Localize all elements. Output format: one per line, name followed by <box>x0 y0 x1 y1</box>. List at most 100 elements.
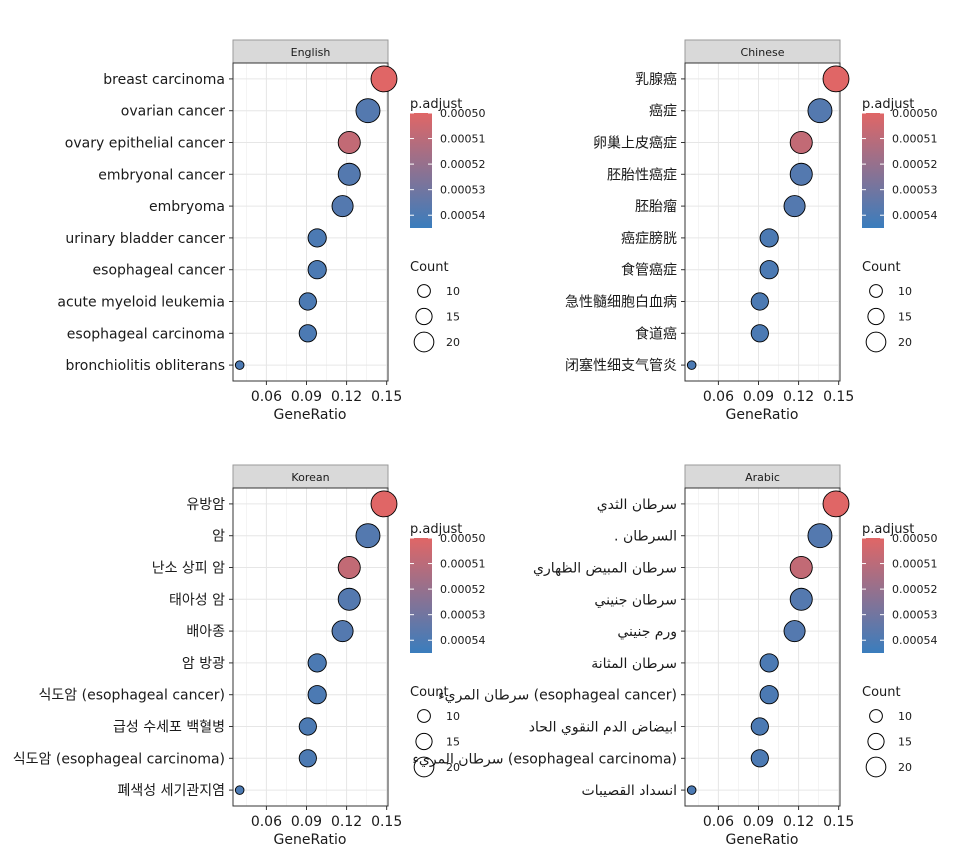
y-tick-label: 급성 수세포 백혈병 <box>113 720 225 736</box>
data-point <box>789 556 813 579</box>
y-tick-label: 태아성 암 <box>169 592 225 608</box>
panel-border <box>232 62 389 382</box>
y-tick-label: 食道癌 <box>635 325 677 342</box>
x-tick-label: 0.12 <box>331 814 362 830</box>
color-bar-tick-label: 0.00053 <box>892 184 938 197</box>
color-bar-tick-label: 0.00053 <box>440 184 486 197</box>
legend-size-title: Count <box>410 260 449 275</box>
y-tick-label: 胚胎瘤 <box>635 198 677 215</box>
size-legend-circle <box>867 732 885 751</box>
color-bar-tick-label: 0.00054 <box>440 209 486 222</box>
data-point <box>822 65 850 93</box>
y-tick-label: سرطان الثدي <box>597 497 677 513</box>
color-bar <box>410 113 432 228</box>
size-legend-circle <box>417 709 431 723</box>
data-point <box>686 785 697 795</box>
y-tick-label: urinary bladder cancer <box>65 231 225 247</box>
size-legend-circle <box>417 284 431 298</box>
facet-strip-label: Chinese <box>741 46 785 59</box>
x-axis-title: GeneRatio <box>274 407 347 423</box>
data-point <box>337 587 361 611</box>
color-bar-tick-label: 0.00052 <box>892 158 938 171</box>
data-point <box>234 785 245 795</box>
y-tick-label: 난소 상피 암 <box>152 561 225 577</box>
data-point <box>759 260 779 280</box>
data-point <box>331 620 354 643</box>
color-bar-tick-label: 0.00051 <box>892 133 938 146</box>
data-point <box>759 653 779 673</box>
size-legend-circle <box>867 307 885 326</box>
y-tick-label: 폐색성 세기관지염 <box>118 783 226 799</box>
size-legend-label: 10 <box>446 710 460 723</box>
facet-strip-label: English <box>291 46 331 59</box>
data-point <box>298 749 317 768</box>
y-tick-label: سرطان جنيني <box>594 592 677 608</box>
x-tick-label: 0.09 <box>743 814 774 830</box>
color-bar-tick-label: 0.00052 <box>440 158 486 171</box>
panel-chinese: Chinese 乳腺癌癌症卵巢上皮癌症胚胎性癌症胚胎瘤癌症膀胱食管癌症急性髓细胞白… <box>565 39 938 423</box>
data-point <box>370 65 398 93</box>
size-legend-circle <box>865 331 887 353</box>
data-point <box>759 685 779 705</box>
color-bar-tick-label: 0.00050 <box>892 107 938 120</box>
size-legend-label: 20 <box>898 336 912 349</box>
x-tick-label: 0.15 <box>371 814 402 830</box>
size-legend-label: 10 <box>898 710 912 723</box>
y-tick-label: 식도암 (esophageal carcinoma) <box>13 751 225 767</box>
data-point <box>355 98 381 124</box>
y-tick-label: 闭塞性细支气管炎 <box>565 357 677 374</box>
y-tick-label: 癌症膀胱 <box>621 230 677 247</box>
data-point <box>807 523 833 549</box>
legend-color-title: p.adjust <box>410 97 462 112</box>
color-bar <box>862 538 884 653</box>
data-point <box>686 360 697 370</box>
legend-color-title: p.adjust <box>862 522 914 537</box>
data-point <box>307 685 327 705</box>
y-tick-label: سرطان المبيض الظهاري <box>533 561 677 577</box>
y-tick-label: . السرطان <box>614 529 677 545</box>
size-legend-label: 10 <box>898 285 912 298</box>
y-tick-label: 배아종 <box>186 624 225 640</box>
data-point <box>750 717 769 736</box>
x-tick-label: 0.09 <box>291 389 322 405</box>
data-point <box>307 653 327 673</box>
color-bar-tick-label: 0.00050 <box>892 532 938 545</box>
color-bar-tick-label: 0.00053 <box>892 609 938 622</box>
data-point <box>307 260 327 280</box>
y-tick-label: 乳腺癌 <box>635 72 677 88</box>
x-tick-label: 0.15 <box>823 389 854 405</box>
legend-size-title: Count <box>862 260 901 275</box>
panel-border <box>684 487 841 807</box>
y-tick-label: سرطان المثانة <box>591 656 677 672</box>
y-tick-label: 食管癌症 <box>621 262 677 279</box>
color-bar-tick-label: 0.00050 <box>440 107 486 120</box>
panel-arabic: Arabic سرطان الثدي . السرطان سرطان المبيض ا… <box>412 464 938 848</box>
color-bar <box>862 113 884 228</box>
size-legend-label: 10 <box>446 285 460 298</box>
data-point <box>750 749 769 768</box>
y-tick-label: ورم جنيني <box>617 624 677 640</box>
size-legend-label: 20 <box>898 761 912 774</box>
legend-color-title: p.adjust <box>410 522 462 537</box>
y-tick-label: bronchiolitis obliterans <box>65 358 225 374</box>
color-bar-tick-label: 0.00054 <box>892 209 938 222</box>
size-legend-label: 15 <box>898 736 912 749</box>
x-tick-label: 0.12 <box>331 389 362 405</box>
color-bar <box>410 538 432 653</box>
x-tick-label: 0.06 <box>703 389 734 405</box>
color-bar-tick-label: 0.00054 <box>440 634 486 647</box>
y-tick-label: esophageal cancer <box>93 263 226 279</box>
data-point <box>789 162 813 186</box>
x-tick-label: 0.06 <box>251 389 282 405</box>
y-tick-label: embryonal cancer <box>98 167 225 183</box>
y-tick-label: embryoma <box>149 199 225 215</box>
y-tick-label: acute myeloid leukemia <box>57 295 225 311</box>
size-legend-label: 15 <box>446 736 460 749</box>
color-bar-tick-label: 0.00054 <box>892 634 938 647</box>
y-tick-label: 胚胎性癌症 <box>607 167 677 183</box>
